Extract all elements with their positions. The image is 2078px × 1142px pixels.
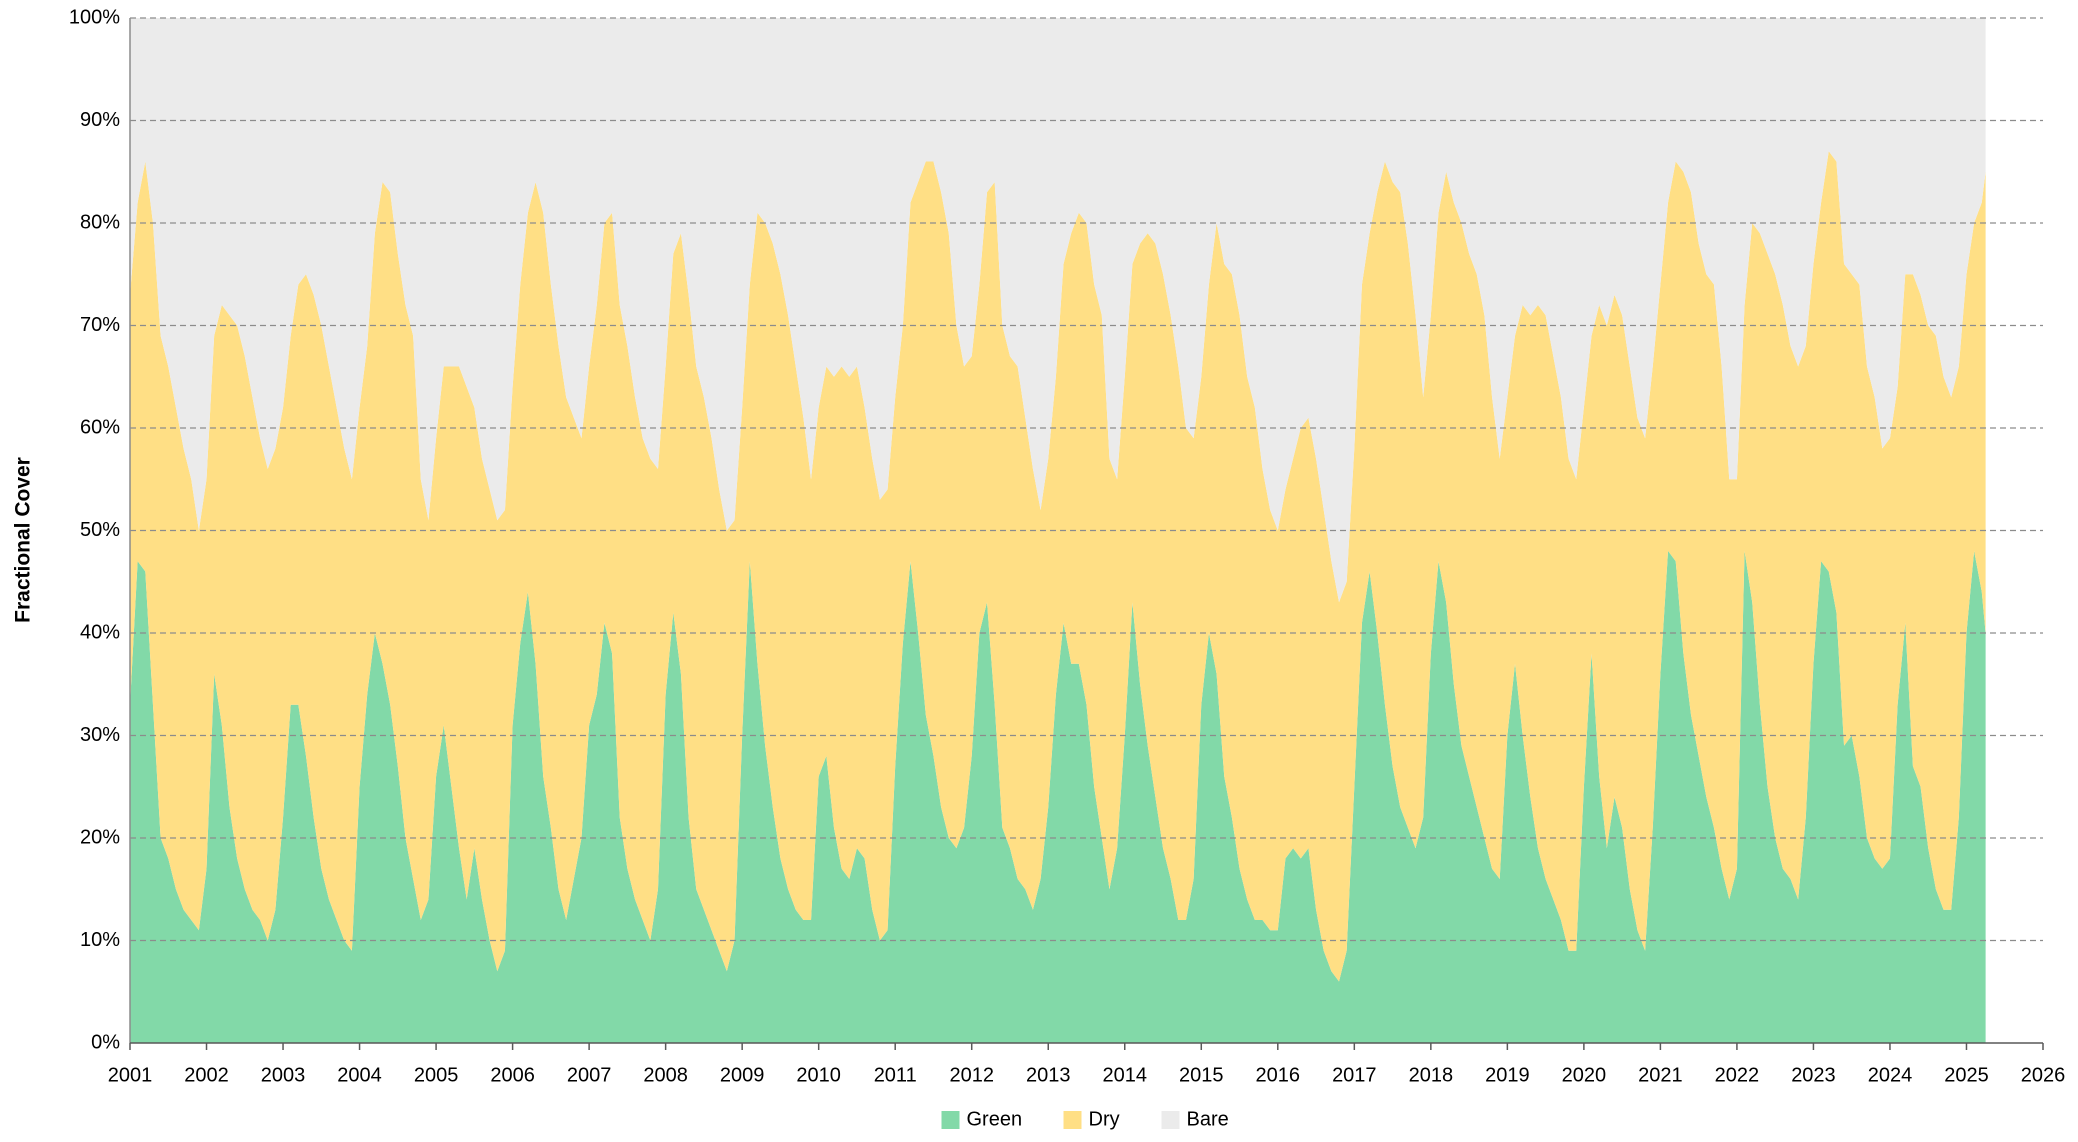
- area: [130, 551, 1986, 1043]
- legend-label: Dry: [1089, 1108, 1120, 1130]
- x-tick-label: 2015: [1179, 1064, 1224, 1086]
- area: [130, 18, 1986, 603]
- y-axis-title: Fractional Cover: [12, 457, 35, 623]
- x-tick-label: 2014: [1103, 1064, 1148, 1086]
- x-tick-label: 2019: [1485, 1064, 1530, 1086]
- y-tick-label: 100%: [69, 6, 120, 28]
- x-tick-label: 2026: [2021, 1064, 2066, 1086]
- x-tick-label: 2009: [720, 1064, 765, 1086]
- x-tick-label: 2013: [1026, 1064, 1071, 1086]
- x-tick-label: 2022: [1715, 1064, 1760, 1086]
- x-tick-label: 2021: [1638, 1064, 1683, 1086]
- x-tick-label: 2017: [1332, 1064, 1377, 1086]
- y-tick-label: 80%: [80, 211, 120, 233]
- x-tick-label: 2012: [949, 1064, 994, 1086]
- x-tick-label: 2008: [643, 1064, 688, 1086]
- x-tick-label: 2018: [1409, 1064, 1454, 1086]
- legend-label: Green: [967, 1108, 1023, 1130]
- y-tick-label: 90%: [80, 109, 120, 131]
- x-tick-label: 2023: [1791, 1064, 1836, 1086]
- legend-swatch: [941, 1111, 960, 1129]
- x-tick-label: 2001: [108, 1064, 153, 1086]
- x-tick-label: 2003: [261, 1064, 306, 1086]
- x-tick-label: 2006: [490, 1064, 535, 1086]
- x-tick-label: 2004: [337, 1064, 382, 1086]
- area: [130, 151, 1986, 982]
- legend: Green Dry Bare: [941, 1108, 1229, 1130]
- y-tick-label: 60%: [80, 416, 120, 438]
- x-tick-label: 2025: [1944, 1064, 1989, 1086]
- x-tick-label: 2024: [1868, 1064, 1913, 1086]
- legend-swatch: [1161, 1111, 1180, 1129]
- x-tick-label: 2016: [1256, 1064, 1301, 1086]
- y-tick-label: 40%: [80, 621, 120, 643]
- y-tick-label: 0%: [91, 1031, 120, 1053]
- x-tick-label: 2011: [874, 1064, 917, 1086]
- y-tick-label: 30%: [80, 724, 120, 746]
- y-tick-label: 20%: [80, 826, 120, 848]
- y-tick-label: 50%: [80, 519, 120, 541]
- x-tick-label: 2005: [414, 1064, 459, 1086]
- x-tick-label: 2002: [184, 1064, 229, 1086]
- legend-label: Bare: [1187, 1108, 1229, 1130]
- x-tick-label: 2007: [567, 1064, 612, 1086]
- y-tick-label: 10%: [80, 929, 120, 951]
- y-tick-label: 70%: [80, 314, 120, 336]
- x-tick-label: 2020: [1562, 1064, 1607, 1086]
- x-tick-label: 2010: [796, 1064, 841, 1086]
- legend-swatch: [1063, 1111, 1082, 1129]
